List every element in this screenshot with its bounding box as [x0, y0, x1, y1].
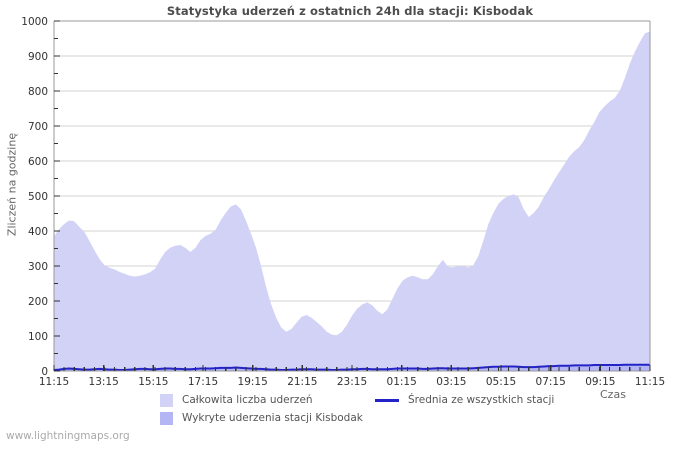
svg-text:19:15: 19:15 [238, 376, 268, 388]
svg-text:700: 700 [28, 121, 48, 133]
svg-text:800: 800 [28, 86, 48, 98]
svg-text:100: 100 [28, 331, 48, 343]
legend-item-average: Średnia ze wszystkich stacji [375, 392, 554, 408]
svg-text:500: 500 [28, 191, 48, 203]
svg-text:200: 200 [28, 296, 48, 308]
svg-text:07:15: 07:15 [536, 376, 566, 388]
legend-item-total: Całkowita liczba uderzeń [160, 392, 313, 408]
legend-label-station: Wykryte uderzenia stacji Kisbodak [182, 412, 363, 424]
svg-text:15:15: 15:15 [138, 376, 168, 388]
watermark: www.lightningmaps.org [6, 430, 130, 442]
svg-text:600: 600 [28, 156, 48, 168]
svg-text:03:15: 03:15 [436, 376, 466, 388]
svg-text:11:15: 11:15 [635, 376, 665, 388]
svg-text:1000: 1000 [21, 16, 48, 28]
plot-area: 0 100 200 300 400 500 600 700 800 900 1000 11:15 13:… [21, 16, 665, 388]
svg-text:17:15: 17:15 [188, 376, 218, 388]
svg-text:900: 900 [28, 51, 48, 63]
legend-line-average [375, 398, 399, 402]
svg-text:05:15: 05:15 [486, 376, 516, 388]
svg-text:11:15: 11:15 [39, 376, 69, 388]
svg-text:400: 400 [28, 226, 48, 238]
chart-title: Statystyka uderzeń z ostatnich 24h dla s… [166, 4, 534, 18]
svg-text:13:15: 13:15 [89, 376, 119, 388]
chart-legend: Całkowita liczba uderzeń Średnia ze wszy… [0, 392, 700, 426]
legend-swatch-station [160, 411, 173, 425]
svg-text:21:15: 21:15 [287, 376, 317, 388]
x-axis-label: Czas [600, 388, 626, 401]
legend-label-total: Całkowita liczba uderzeń [182, 394, 313, 406]
legend-item-station: Wykryte uderzenia stacji Kisbodak [160, 410, 363, 426]
svg-text:09:15: 09:15 [585, 376, 615, 388]
legend-label-average: Średnia ze wszystkich stacji [408, 394, 555, 406]
legend-swatch-total [160, 393, 173, 407]
svg-text:300: 300 [28, 261, 48, 273]
svg-text:0: 0 [41, 366, 48, 378]
svg-text:23:15: 23:15 [337, 376, 367, 388]
y-axis-label: Zliczeń na godzinę [5, 132, 19, 237]
svg-text:01:15: 01:15 [387, 376, 417, 388]
